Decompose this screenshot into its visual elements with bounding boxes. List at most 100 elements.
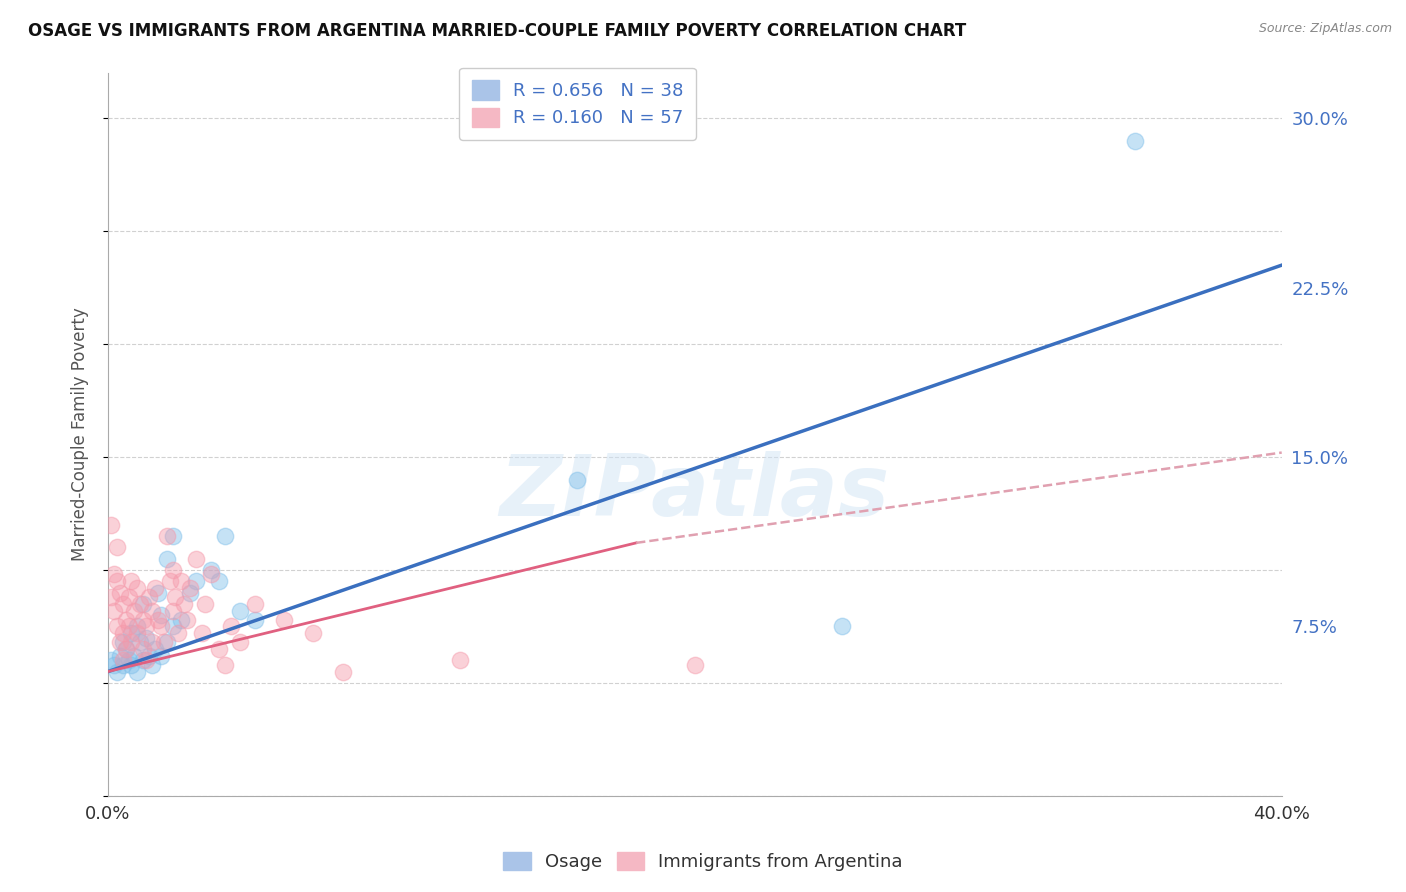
Text: OSAGE VS IMMIGRANTS FROM ARGENTINA MARRIED-COUPLE FAMILY POVERTY CORRELATION CHA: OSAGE VS IMMIGRANTS FROM ARGENTINA MARRI…: [28, 22, 966, 40]
Point: [114, 642, 136, 657]
Point: [191, 626, 214, 640]
Point: [132, 653, 155, 667]
Point: [184, 551, 207, 566]
Point: [100, 517, 122, 532]
Legend: R = 0.656   N = 38, R = 0.160   N = 57: R = 0.656 N = 38, R = 0.160 N = 57: [458, 68, 696, 140]
Point: [121, 657, 143, 672]
Point: [167, 626, 190, 640]
Point: [143, 642, 166, 657]
Point: [143, 581, 166, 595]
Point: [138, 590, 160, 604]
Point: [121, 635, 143, 649]
Point: [156, 635, 179, 649]
Point: [208, 642, 231, 657]
Point: [200, 567, 222, 582]
Point: [146, 585, 169, 599]
Point: [108, 585, 131, 599]
Point: [170, 574, 193, 589]
Point: [146, 613, 169, 627]
Point: [111, 657, 134, 672]
Point: [214, 657, 236, 672]
Point: [156, 529, 179, 543]
Point: [114, 613, 136, 627]
Point: [108, 635, 131, 649]
Point: [117, 653, 139, 667]
Point: [141, 657, 163, 672]
Point: [156, 551, 179, 566]
Y-axis label: Married-Couple Family Poverty: Married-Couple Family Poverty: [72, 308, 89, 561]
Point: [683, 657, 706, 672]
Point: [111, 626, 134, 640]
Point: [194, 597, 217, 611]
Point: [200, 563, 222, 577]
Point: [121, 574, 143, 589]
Text: ZIPatlas: ZIPatlas: [499, 450, 890, 533]
Point: [132, 613, 155, 627]
Point: [208, 574, 231, 589]
Point: [162, 529, 184, 543]
Text: Source: ZipAtlas.com: Source: ZipAtlas.com: [1258, 22, 1392, 36]
Point: [103, 567, 125, 582]
Point: [111, 653, 134, 667]
Point: [129, 635, 152, 649]
Point: [273, 613, 295, 627]
Point: [111, 635, 134, 649]
Point: [173, 597, 195, 611]
Point: [332, 665, 354, 679]
Point: [179, 581, 201, 595]
Point: [135, 619, 157, 633]
Point: [111, 597, 134, 611]
Point: [149, 619, 172, 633]
Point: [302, 626, 325, 640]
Point: [170, 613, 193, 627]
Point: [141, 604, 163, 618]
Point: [121, 626, 143, 640]
Point: [229, 604, 252, 618]
Point: [152, 635, 174, 649]
Point: [124, 648, 146, 663]
Point: [132, 597, 155, 611]
Point: [108, 648, 131, 663]
Point: [127, 581, 149, 595]
Point: [127, 619, 149, 633]
Point: [138, 648, 160, 663]
Point: [141, 635, 163, 649]
Point: [132, 642, 155, 657]
Point: [129, 597, 152, 611]
Point: [162, 619, 184, 633]
Point: [105, 619, 128, 633]
Point: [1123, 134, 1146, 148]
Point: [105, 574, 128, 589]
Point: [159, 574, 181, 589]
Point: [117, 590, 139, 604]
Point: [214, 529, 236, 543]
Point: [149, 608, 172, 623]
Point: [831, 619, 853, 633]
Point: [100, 653, 122, 667]
Point: [100, 590, 122, 604]
Point: [179, 585, 201, 599]
Point: [127, 626, 149, 640]
Point: [165, 590, 187, 604]
Point: [229, 635, 252, 649]
Point: [103, 604, 125, 618]
Point: [105, 541, 128, 555]
Point: [135, 631, 157, 645]
Point: [135, 653, 157, 667]
Point: [105, 665, 128, 679]
Point: [124, 604, 146, 618]
Legend: Osage, Immigrants from Argentina: Osage, Immigrants from Argentina: [496, 845, 910, 879]
Point: [117, 619, 139, 633]
Point: [149, 648, 172, 663]
Point: [176, 613, 198, 627]
Point: [162, 604, 184, 618]
Point: [184, 574, 207, 589]
Point: [127, 665, 149, 679]
Point: [114, 642, 136, 657]
Point: [103, 657, 125, 672]
Point: [162, 563, 184, 577]
Point: [243, 613, 266, 627]
Point: [243, 597, 266, 611]
Point: [219, 619, 242, 633]
Point: [449, 653, 471, 667]
